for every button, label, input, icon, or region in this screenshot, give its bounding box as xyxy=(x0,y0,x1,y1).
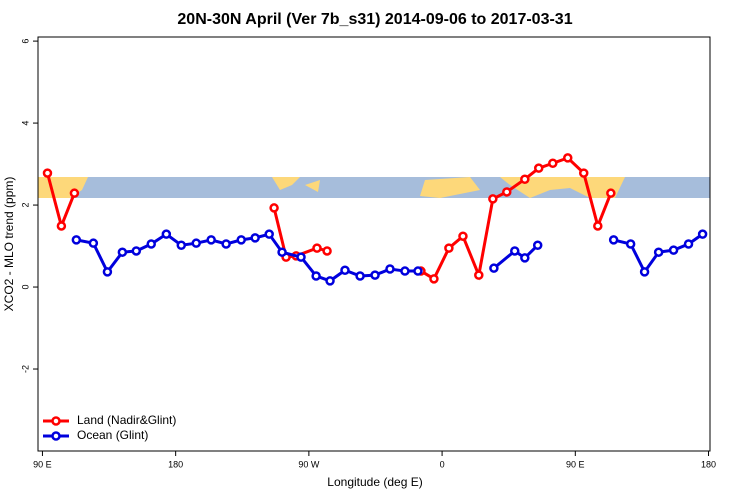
land-shape xyxy=(420,177,480,198)
data-point xyxy=(221,239,231,249)
y-tick-label: 4 xyxy=(20,121,30,126)
data-point xyxy=(296,252,306,262)
data-point xyxy=(385,264,395,274)
data-point xyxy=(42,168,53,178)
data-point xyxy=(533,163,544,173)
data-point xyxy=(593,221,603,231)
data-point xyxy=(322,246,332,256)
legend-marker xyxy=(51,431,61,441)
data-point xyxy=(548,158,558,168)
data-point xyxy=(488,194,498,204)
data-point xyxy=(370,270,380,280)
data-point xyxy=(325,276,335,286)
data-point xyxy=(146,239,156,249)
data-point xyxy=(563,153,573,163)
legend-label: Ocean (Glint) xyxy=(77,428,148,442)
chart-title: 20N-30N April (Ver 7b_s31) 2014-09-06 to… xyxy=(177,11,572,28)
data-point xyxy=(683,239,694,249)
y-tick-label: 2 xyxy=(20,203,30,208)
x-tick-label: 180 xyxy=(701,459,716,469)
data-point xyxy=(578,168,589,178)
y-tick-label: 6 xyxy=(20,39,30,44)
data-point xyxy=(532,240,543,250)
data-point xyxy=(474,270,484,280)
data-point xyxy=(355,271,365,281)
land-shape xyxy=(272,177,300,190)
data-point xyxy=(161,229,172,239)
data-point xyxy=(400,266,410,276)
data-point xyxy=(413,266,423,276)
data-point xyxy=(608,235,619,245)
data-point xyxy=(625,239,636,249)
data-point xyxy=(236,235,246,245)
data-point xyxy=(429,274,439,284)
data-point xyxy=(71,235,82,245)
data-point xyxy=(311,271,321,281)
y-tick-label: -2 xyxy=(20,365,30,373)
data-point xyxy=(444,243,454,253)
legend-marker xyxy=(51,416,61,426)
data-point xyxy=(117,247,128,257)
data-point xyxy=(69,188,80,198)
data-point xyxy=(458,231,468,241)
series-line xyxy=(76,232,704,283)
land-shape xyxy=(305,180,320,192)
data-point xyxy=(269,203,279,213)
data-point xyxy=(191,238,201,248)
x-tick-label: 90 E xyxy=(33,459,52,469)
data-point xyxy=(502,187,512,197)
plot-frame xyxy=(37,36,711,452)
data-point xyxy=(176,240,187,250)
data-point xyxy=(264,229,274,239)
x-tick-label: 90 W xyxy=(298,459,320,469)
data-point xyxy=(606,188,616,198)
data-point xyxy=(206,235,216,245)
y-tick-label: 0 xyxy=(20,285,30,290)
data-point xyxy=(510,246,520,256)
data-point xyxy=(520,253,530,263)
data-point xyxy=(131,246,142,256)
data-point xyxy=(250,233,260,243)
data-point xyxy=(653,247,664,257)
data-point xyxy=(312,243,322,253)
data-point xyxy=(340,265,350,275)
legend-label: Land (Nadir&Glint) xyxy=(77,413,176,427)
x-tick-label: 180 xyxy=(168,459,183,469)
x-tick-label: 0 xyxy=(440,459,445,469)
data-point xyxy=(56,221,67,231)
data-point xyxy=(668,245,679,255)
data-point xyxy=(489,263,499,273)
x-tick-label: 90 E xyxy=(566,459,585,469)
data-point xyxy=(88,238,99,248)
data-point xyxy=(697,229,708,239)
data-point xyxy=(102,267,113,277)
y-axis-label: XCO2 - MLO trend (ppm) xyxy=(2,177,16,312)
data-point xyxy=(639,267,650,277)
x-axis-label: Longitude (deg E) xyxy=(327,475,422,489)
data-point xyxy=(520,174,530,184)
land-shape xyxy=(500,177,625,198)
data-point xyxy=(277,247,287,257)
